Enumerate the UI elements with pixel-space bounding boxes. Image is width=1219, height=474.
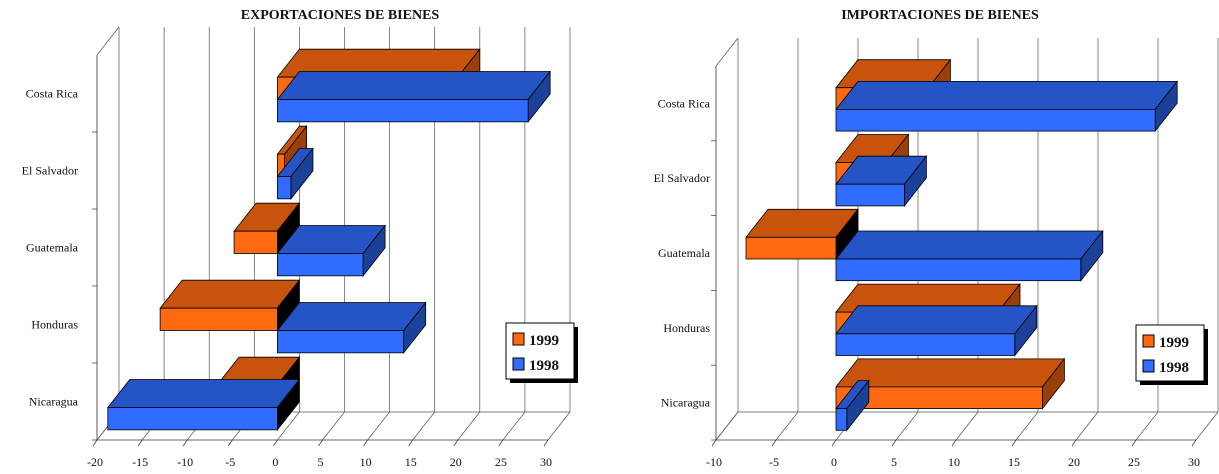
chart-title: IMPORTACIONES DE BIENES <box>841 8 1039 23</box>
bar-1999-guatemala <box>233 202 301 255</box>
x-tick-label: 5 <box>891 455 897 469</box>
x-tick-mark <box>408 439 413 447</box>
category-label: Costa Rica <box>658 96 711 110</box>
x-tick-label: 0 <box>831 455 837 469</box>
floor-gridline <box>955 411 979 441</box>
x-tick-label: -15 <box>132 455 148 469</box>
bar-1998-guatemala <box>276 224 386 277</box>
floor-gridline <box>277 411 300 441</box>
legend-label-1998: 1998 <box>529 358 559 374</box>
legend-swatch-1998 <box>1142 359 1155 373</box>
x-tick-label: 5 <box>318 455 324 469</box>
x-tick-label: 15 <box>1008 455 1020 469</box>
x-tick-mark <box>771 439 777 447</box>
bar-1999-guatemala <box>745 208 859 261</box>
x-tick-label: 15 <box>405 455 417 469</box>
chart-title: EXPORTACIONES DE BIENES <box>241 8 440 23</box>
floor-gridline <box>547 411 571 441</box>
x-tick-mark <box>228 439 233 447</box>
exportaciones-chart: EXPORTACIONES DE BIENES -20 -15 -10 -5 0 5 10 15… <box>22 8 578 469</box>
category-label: Guatemala <box>658 246 711 260</box>
bar-1998-honduras <box>835 304 1038 357</box>
x-tick-mark <box>711 439 717 447</box>
x-tick-mark <box>951 439 957 447</box>
category-label: Honduras <box>663 321 710 335</box>
x-tick-label: -10 <box>177 455 193 469</box>
x-tick-mark <box>273 439 278 447</box>
legend-label-1999: 1999 <box>529 333 559 349</box>
bar-1998-el-salvador <box>835 155 928 208</box>
x-tick-label: 20 <box>450 455 462 469</box>
x-tick-mark <box>1071 439 1077 447</box>
floor-gridline <box>502 411 526 441</box>
bar-1998-nicaragua <box>835 379 870 432</box>
floor-gridline <box>775 411 799 441</box>
bar-1998-guatemala <box>835 229 1104 282</box>
x-tick-mark <box>1191 439 1197 447</box>
x-tick-mark <box>831 439 837 447</box>
wall-top-edge <box>96 26 120 56</box>
legend-swatch-1999 <box>512 332 525 346</box>
bar-1998-el-salvador <box>276 147 314 200</box>
legend-label-1998: 1998 <box>1159 360 1189 376</box>
x-tick-label: -5 <box>769 455 779 469</box>
floor-gridline <box>1015 411 1039 441</box>
x-tick-label: 25 <box>495 455 507 469</box>
x-tick-mark <box>498 439 504 447</box>
x-tick-label: -20 <box>87 455 103 469</box>
legend-swatch-1999 <box>1142 334 1155 348</box>
bar-1998-costa-rica <box>276 70 551 123</box>
category-label: Nicaragua <box>29 395 79 409</box>
x-tick-label: -10 <box>706 455 722 469</box>
x-tick-label: 30 <box>1188 455 1200 469</box>
x-tick-label: 10 <box>360 455 372 469</box>
x-tick-mark <box>891 439 897 447</box>
category-label: Guatemala <box>26 241 79 255</box>
bar-1999-nicaragua <box>835 357 1066 410</box>
floor-gridline <box>367 411 390 441</box>
x-tick-label: 20 <box>1068 455 1080 469</box>
floor-gridline <box>322 411 345 441</box>
x-tick-mark <box>543 439 549 447</box>
x-tick-mark <box>1011 439 1017 447</box>
category-label: El Salvador <box>654 171 710 185</box>
category-label: Costa Rica <box>26 87 79 101</box>
x-tick-mark <box>1131 439 1137 447</box>
legend: 1999 1998 <box>1135 324 1208 385</box>
bar-1998-honduras <box>276 301 427 354</box>
x-tick-label: 30 <box>540 455 552 469</box>
x-tick-mark <box>453 439 459 447</box>
floor-gridline <box>1075 411 1099 441</box>
x-tick-mark <box>182 439 188 447</box>
importaciones-chart: IMPORTACIONES DE BIENES -10 -5 0 5 10 15 20 25 30… <box>654 8 1219 469</box>
x-tick-label: 0 <box>272 455 278 469</box>
legend-label-1999: 1999 <box>1159 335 1189 351</box>
x-tick-mark <box>137 439 143 447</box>
category-label: Nicaragua <box>661 396 711 410</box>
legend: 1999 1998 <box>505 322 578 383</box>
x-tick-mark <box>92 439 98 447</box>
x-tick-label: -5 <box>225 455 235 469</box>
floor-gridline <box>457 411 481 441</box>
x-tick-label: 10 <box>948 455 960 469</box>
category-label: El Salvador <box>22 164 78 178</box>
x-tick-mark <box>318 439 323 447</box>
bar-1998-costa-rica <box>835 80 1179 133</box>
floor-gridline <box>1195 411 1219 441</box>
floor-gridline <box>412 411 435 441</box>
wall-top-edge <box>715 37 739 67</box>
floor-gridline <box>1135 411 1159 441</box>
legend-swatch-1998 <box>512 357 525 371</box>
x-tick-label: 25 <box>1128 455 1140 469</box>
x-tick-mark <box>363 439 368 447</box>
floor-gridline <box>895 411 919 441</box>
wall-bottom-edge <box>715 411 739 441</box>
category-label: Honduras <box>31 318 78 332</box>
bar-1999-honduras <box>159 279 301 332</box>
bar-1998-nicaragua <box>107 378 301 431</box>
